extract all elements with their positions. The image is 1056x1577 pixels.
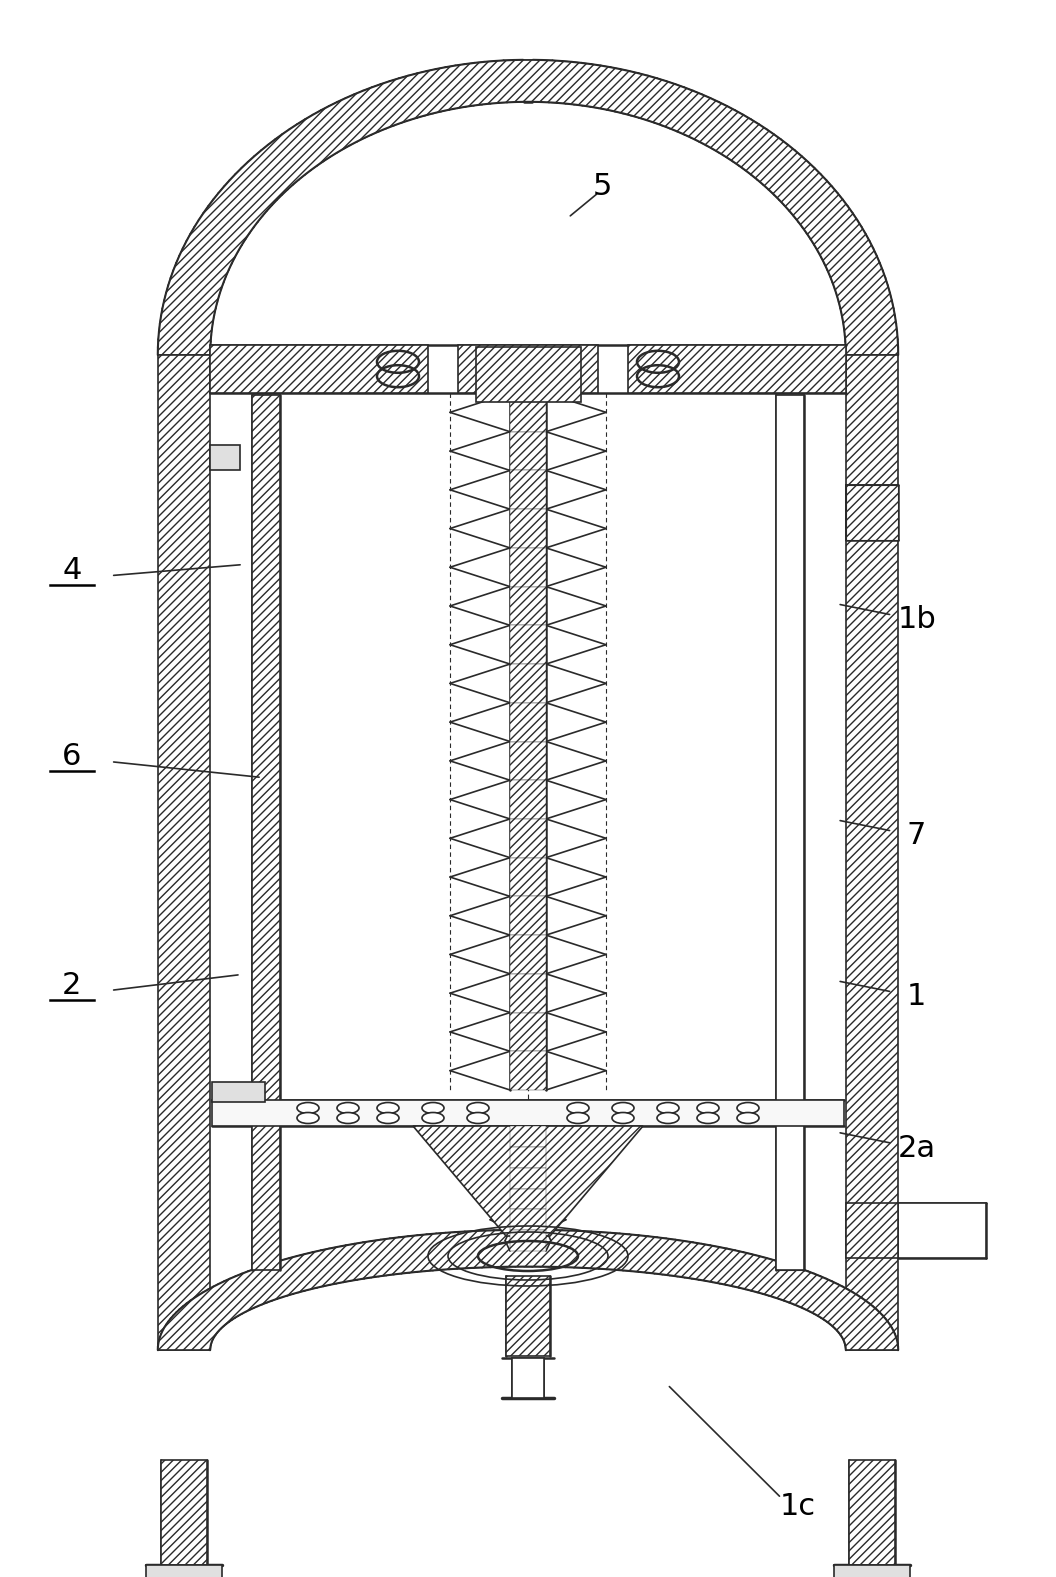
Polygon shape xyxy=(506,1276,550,1356)
Polygon shape xyxy=(146,1564,222,1577)
Ellipse shape xyxy=(567,1112,589,1123)
Polygon shape xyxy=(510,703,546,741)
Polygon shape xyxy=(776,394,804,1269)
Polygon shape xyxy=(846,486,898,539)
Ellipse shape xyxy=(612,1112,634,1123)
Polygon shape xyxy=(413,1126,643,1236)
Polygon shape xyxy=(849,1460,895,1564)
Polygon shape xyxy=(161,1460,207,1564)
Text: 2a: 2a xyxy=(898,1134,936,1162)
Polygon shape xyxy=(510,818,546,858)
Ellipse shape xyxy=(337,1112,359,1123)
Ellipse shape xyxy=(737,1112,759,1123)
Ellipse shape xyxy=(377,1112,399,1123)
Polygon shape xyxy=(158,60,898,355)
Ellipse shape xyxy=(337,1102,359,1113)
Polygon shape xyxy=(510,1210,546,1230)
Polygon shape xyxy=(210,345,428,393)
Polygon shape xyxy=(512,1358,544,1397)
Ellipse shape xyxy=(612,1102,634,1113)
Polygon shape xyxy=(898,1203,986,1257)
Polygon shape xyxy=(510,1230,546,1251)
Polygon shape xyxy=(510,896,546,935)
Ellipse shape xyxy=(737,1102,759,1113)
Ellipse shape xyxy=(657,1102,679,1113)
Polygon shape xyxy=(510,432,546,470)
Polygon shape xyxy=(475,347,581,402)
Ellipse shape xyxy=(297,1102,319,1113)
Text: 1b: 1b xyxy=(898,606,936,634)
Polygon shape xyxy=(510,626,546,664)
Ellipse shape xyxy=(297,1112,319,1123)
Polygon shape xyxy=(158,1230,898,1350)
Ellipse shape xyxy=(422,1102,444,1113)
Ellipse shape xyxy=(657,1112,679,1123)
Polygon shape xyxy=(846,1203,898,1257)
Text: 5: 5 xyxy=(592,172,611,200)
Ellipse shape xyxy=(467,1112,489,1123)
Polygon shape xyxy=(510,1146,546,1167)
Polygon shape xyxy=(628,345,846,393)
Polygon shape xyxy=(510,1052,546,1090)
Ellipse shape xyxy=(467,1102,489,1113)
Polygon shape xyxy=(158,355,210,1350)
Polygon shape xyxy=(510,664,546,703)
Polygon shape xyxy=(510,741,546,781)
Text: 6: 6 xyxy=(62,743,81,771)
Polygon shape xyxy=(510,1189,546,1210)
Text: 4: 4 xyxy=(62,557,81,585)
Polygon shape xyxy=(510,1012,546,1052)
Polygon shape xyxy=(510,509,546,547)
Polygon shape xyxy=(510,1167,546,1189)
Polygon shape xyxy=(510,547,546,587)
Polygon shape xyxy=(510,858,546,896)
Ellipse shape xyxy=(422,1112,444,1123)
Polygon shape xyxy=(210,445,240,470)
Text: 1c: 1c xyxy=(779,1492,815,1520)
Polygon shape xyxy=(834,1564,910,1577)
Polygon shape xyxy=(212,1101,844,1126)
Text: 2: 2 xyxy=(62,971,81,1000)
Ellipse shape xyxy=(697,1102,719,1113)
Polygon shape xyxy=(510,470,546,509)
Polygon shape xyxy=(846,355,898,1350)
Polygon shape xyxy=(458,345,598,393)
Polygon shape xyxy=(212,1082,265,1102)
Ellipse shape xyxy=(697,1112,719,1123)
Polygon shape xyxy=(510,587,546,626)
Polygon shape xyxy=(510,1126,546,1146)
Polygon shape xyxy=(510,975,546,1012)
Polygon shape xyxy=(510,781,546,818)
Ellipse shape xyxy=(567,1102,589,1113)
Ellipse shape xyxy=(377,1102,399,1113)
Polygon shape xyxy=(846,486,898,539)
Text: 7: 7 xyxy=(907,822,926,850)
Polygon shape xyxy=(252,394,280,1269)
Polygon shape xyxy=(510,935,546,975)
Polygon shape xyxy=(510,393,546,432)
Text: 1: 1 xyxy=(907,982,926,1011)
